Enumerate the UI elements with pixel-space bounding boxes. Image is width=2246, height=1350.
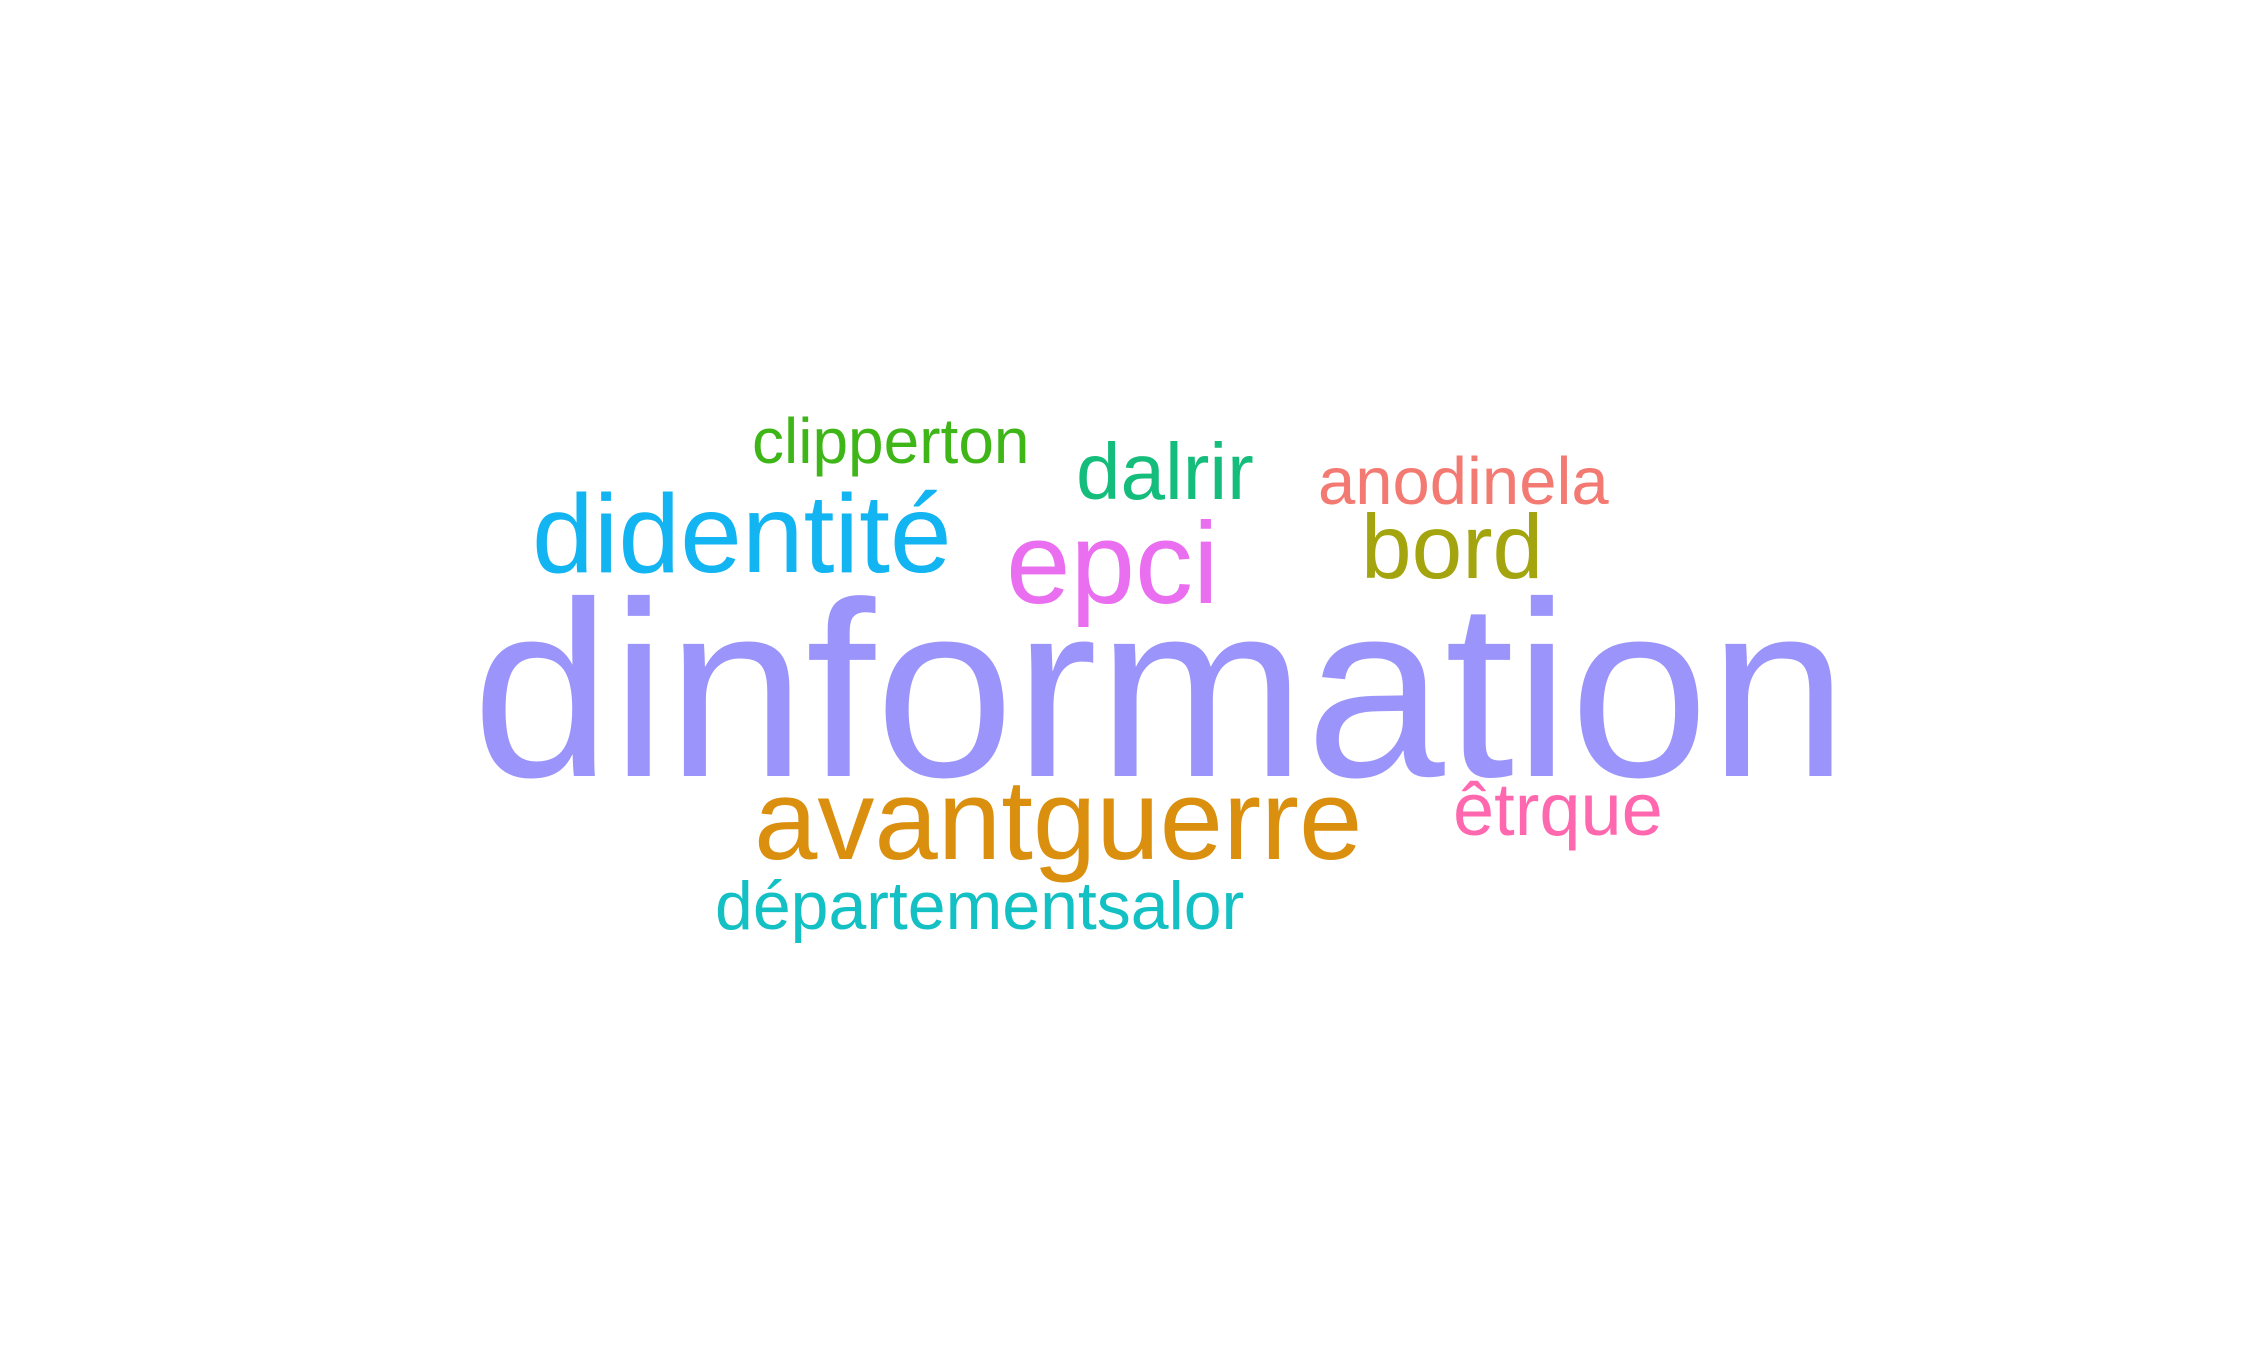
- word-avantguerre: avantguerre: [754, 757, 1363, 884]
- word-epci: epci: [1006, 498, 1219, 628]
- word-anodinela: anodinela: [1318, 444, 1609, 519]
- word-didentite: didentité: [532, 472, 952, 596]
- word-departementsalor: départementsalor: [715, 868, 1245, 944]
- word-bord: bord: [1361, 497, 1544, 598]
- word-dalrir: dalrir: [1076, 427, 1254, 516]
- word-etrque: êtrque: [1453, 768, 1663, 851]
- word-dinformation: dinformation: [472, 550, 1848, 829]
- word-clipperton: clipperton: [752, 405, 1030, 477]
